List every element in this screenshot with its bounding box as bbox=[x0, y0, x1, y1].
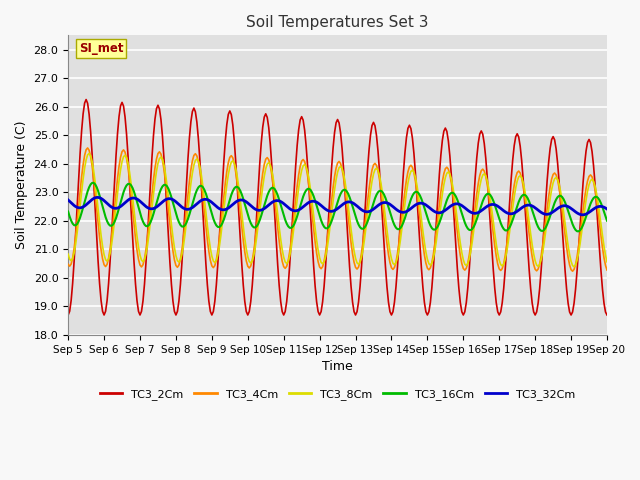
Legend: TC3_2Cm, TC3_4Cm, TC3_8Cm, TC3_16Cm, TC3_32Cm: TC3_2Cm, TC3_4Cm, TC3_8Cm, TC3_16Cm, TC3… bbox=[95, 384, 580, 404]
Title: Soil Temperatures Set 3: Soil Temperatures Set 3 bbox=[246, 15, 429, 30]
Text: SI_met: SI_met bbox=[79, 42, 124, 55]
X-axis label: Time: Time bbox=[322, 360, 353, 373]
Y-axis label: Soil Temperature (C): Soil Temperature (C) bbox=[15, 121, 28, 250]
